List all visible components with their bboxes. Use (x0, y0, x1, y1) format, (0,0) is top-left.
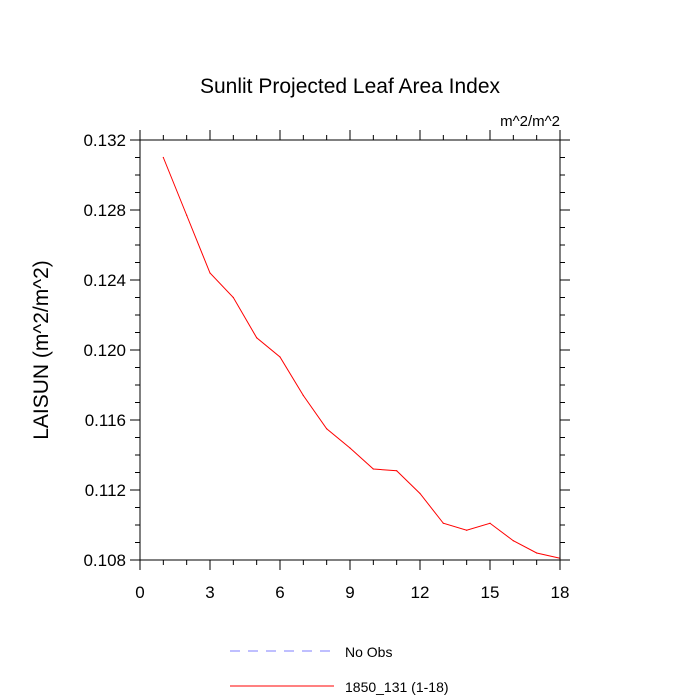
series-point (256, 337, 258, 339)
plot-frame (139, 139, 561, 561)
x-tick-label: 0 (135, 583, 144, 602)
series-point (372, 468, 374, 470)
y-tick-label: 0.132 (83, 131, 126, 150)
y-minor-ticks (135, 157, 565, 543)
x-tick-label: 15 (481, 583, 500, 602)
legend: No Obs 1850_131 (1-18) (230, 644, 449, 695)
x-major-ticks (139, 130, 561, 570)
x-tick-label: 3 (205, 583, 214, 602)
series-point (186, 214, 188, 216)
y-tick-label: 0.120 (83, 341, 126, 360)
legend-label: No Obs (345, 644, 392, 660)
x-tick-label: 6 (275, 583, 284, 602)
series-line (162, 157, 561, 559)
y-tick-label: 0.108 (83, 551, 126, 570)
x-tick-labels: 0 3 6 9 12 15 18 (135, 583, 569, 602)
series-point (232, 296, 234, 299)
series-point (419, 492, 421, 495)
y-tick-label: 0.124 (83, 271, 126, 290)
y-tick-labels: 0.108 0.112 0.116 0.120 0.124 0.128 0.132 (83, 131, 126, 570)
chart-title: Sunlit Projected Leaf Area Index (200, 75, 501, 98)
series-point (396, 470, 398, 472)
x-tick-label: 18 (551, 583, 570, 602)
y-axis-label: LAISUN (m^2/m^2) (30, 260, 53, 440)
series-point (512, 540, 514, 542)
series-point (302, 394, 304, 397)
y-tick-label: 0.128 (83, 201, 126, 220)
legend-label: 1850_131 (1-18) (345, 679, 449, 695)
units-label: m^2/m^2 (500, 113, 560, 130)
series-point (349, 447, 351, 449)
series-point (162, 156, 164, 159)
series-point (489, 522, 491, 524)
y-tick-label: 0.116 (85, 411, 126, 430)
series-point (466, 529, 468, 531)
plot-series (162, 156, 561, 559)
x-tick-label: 9 (345, 583, 354, 602)
x-minor-ticks (162, 135, 538, 565)
x-tick-label: 12 (411, 583, 430, 602)
series-point (209, 272, 211, 274)
series-point (326, 428, 328, 430)
series-point (442, 522, 444, 524)
y-major-ticks (130, 139, 570, 561)
series-point (279, 356, 281, 358)
series-point (536, 552, 538, 554)
y-tick-label: 0.112 (85, 481, 126, 500)
